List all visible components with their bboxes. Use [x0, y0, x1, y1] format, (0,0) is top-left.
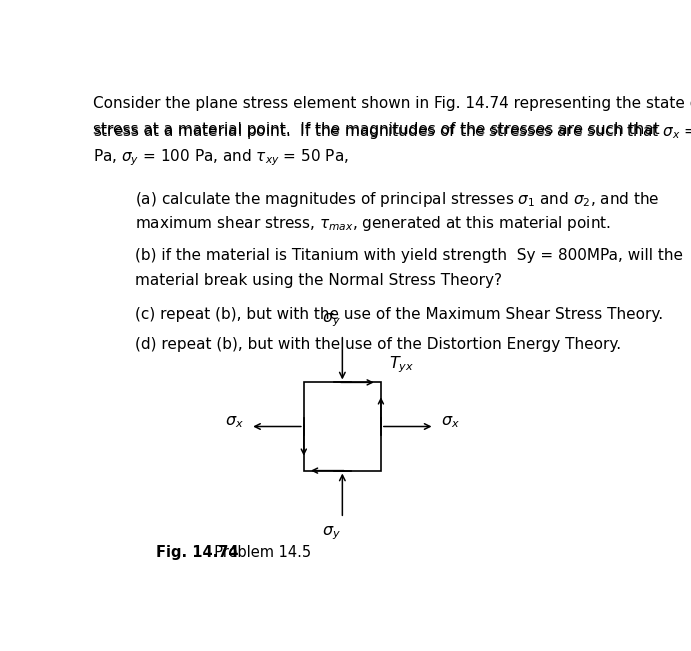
Text: $\sigma_x$: $\sigma_x$	[441, 415, 460, 430]
Bar	[304, 382, 381, 471]
Text: $T_{yx}$: $T_{yx}$	[389, 354, 414, 375]
Text: (d) repeat (b), but with the use of the Distortion Energy Theory.: (d) repeat (b), but with the use of the …	[135, 337, 621, 352]
Text: (c) repeat (b), but with the use of the Maximum Shear Stress Theory.: (c) repeat (b), but with the use of the …	[135, 307, 663, 322]
Text: maximum shear stress, $\tau_{max}$, generated at this material point.: maximum shear stress, $\tau_{max}$, gene…	[135, 214, 611, 233]
Text: Fig. 14.74: Fig. 14.74	[156, 546, 238, 561]
Text: $\sigma_y$: $\sigma_y$	[322, 524, 341, 542]
Text: Consider the plane stress element shown in Fig. 14.74 representing the state of: Consider the plane stress element shown …	[93, 96, 691, 111]
Text: Pa, $\sigma_y$ = 100 Pa, and $\tau_{xy}$ = 50 Pa,: Pa, $\sigma_y$ = 100 Pa, and $\tau_{xy}$…	[93, 148, 349, 169]
Text: $\sigma_x$: $\sigma_x$	[225, 415, 244, 430]
Text: material break using the Normal Stress Theory?: material break using the Normal Stress T…	[135, 273, 502, 288]
Text: stress at a material point.  If the magnitudes of the stresses are such that: stress at a material point. If the magni…	[93, 122, 665, 137]
Text: $\sigma_y$: $\sigma_y$	[322, 311, 341, 329]
Text: Problem 14.5: Problem 14.5	[205, 546, 312, 561]
Text: stress at a material point.  If the magnitudes of the stresses are such that $\s: stress at a material point. If the magni…	[93, 122, 691, 141]
Text: (a) calculate the magnitudes of principal stresses $\sigma_1$ and $\sigma_2$, an: (a) calculate the magnitudes of principa…	[135, 189, 659, 208]
Text: (b) if the material is Titanium with yield strength  Sy = 800MPa, will the: (b) if the material is Titanium with yie…	[135, 248, 683, 263]
